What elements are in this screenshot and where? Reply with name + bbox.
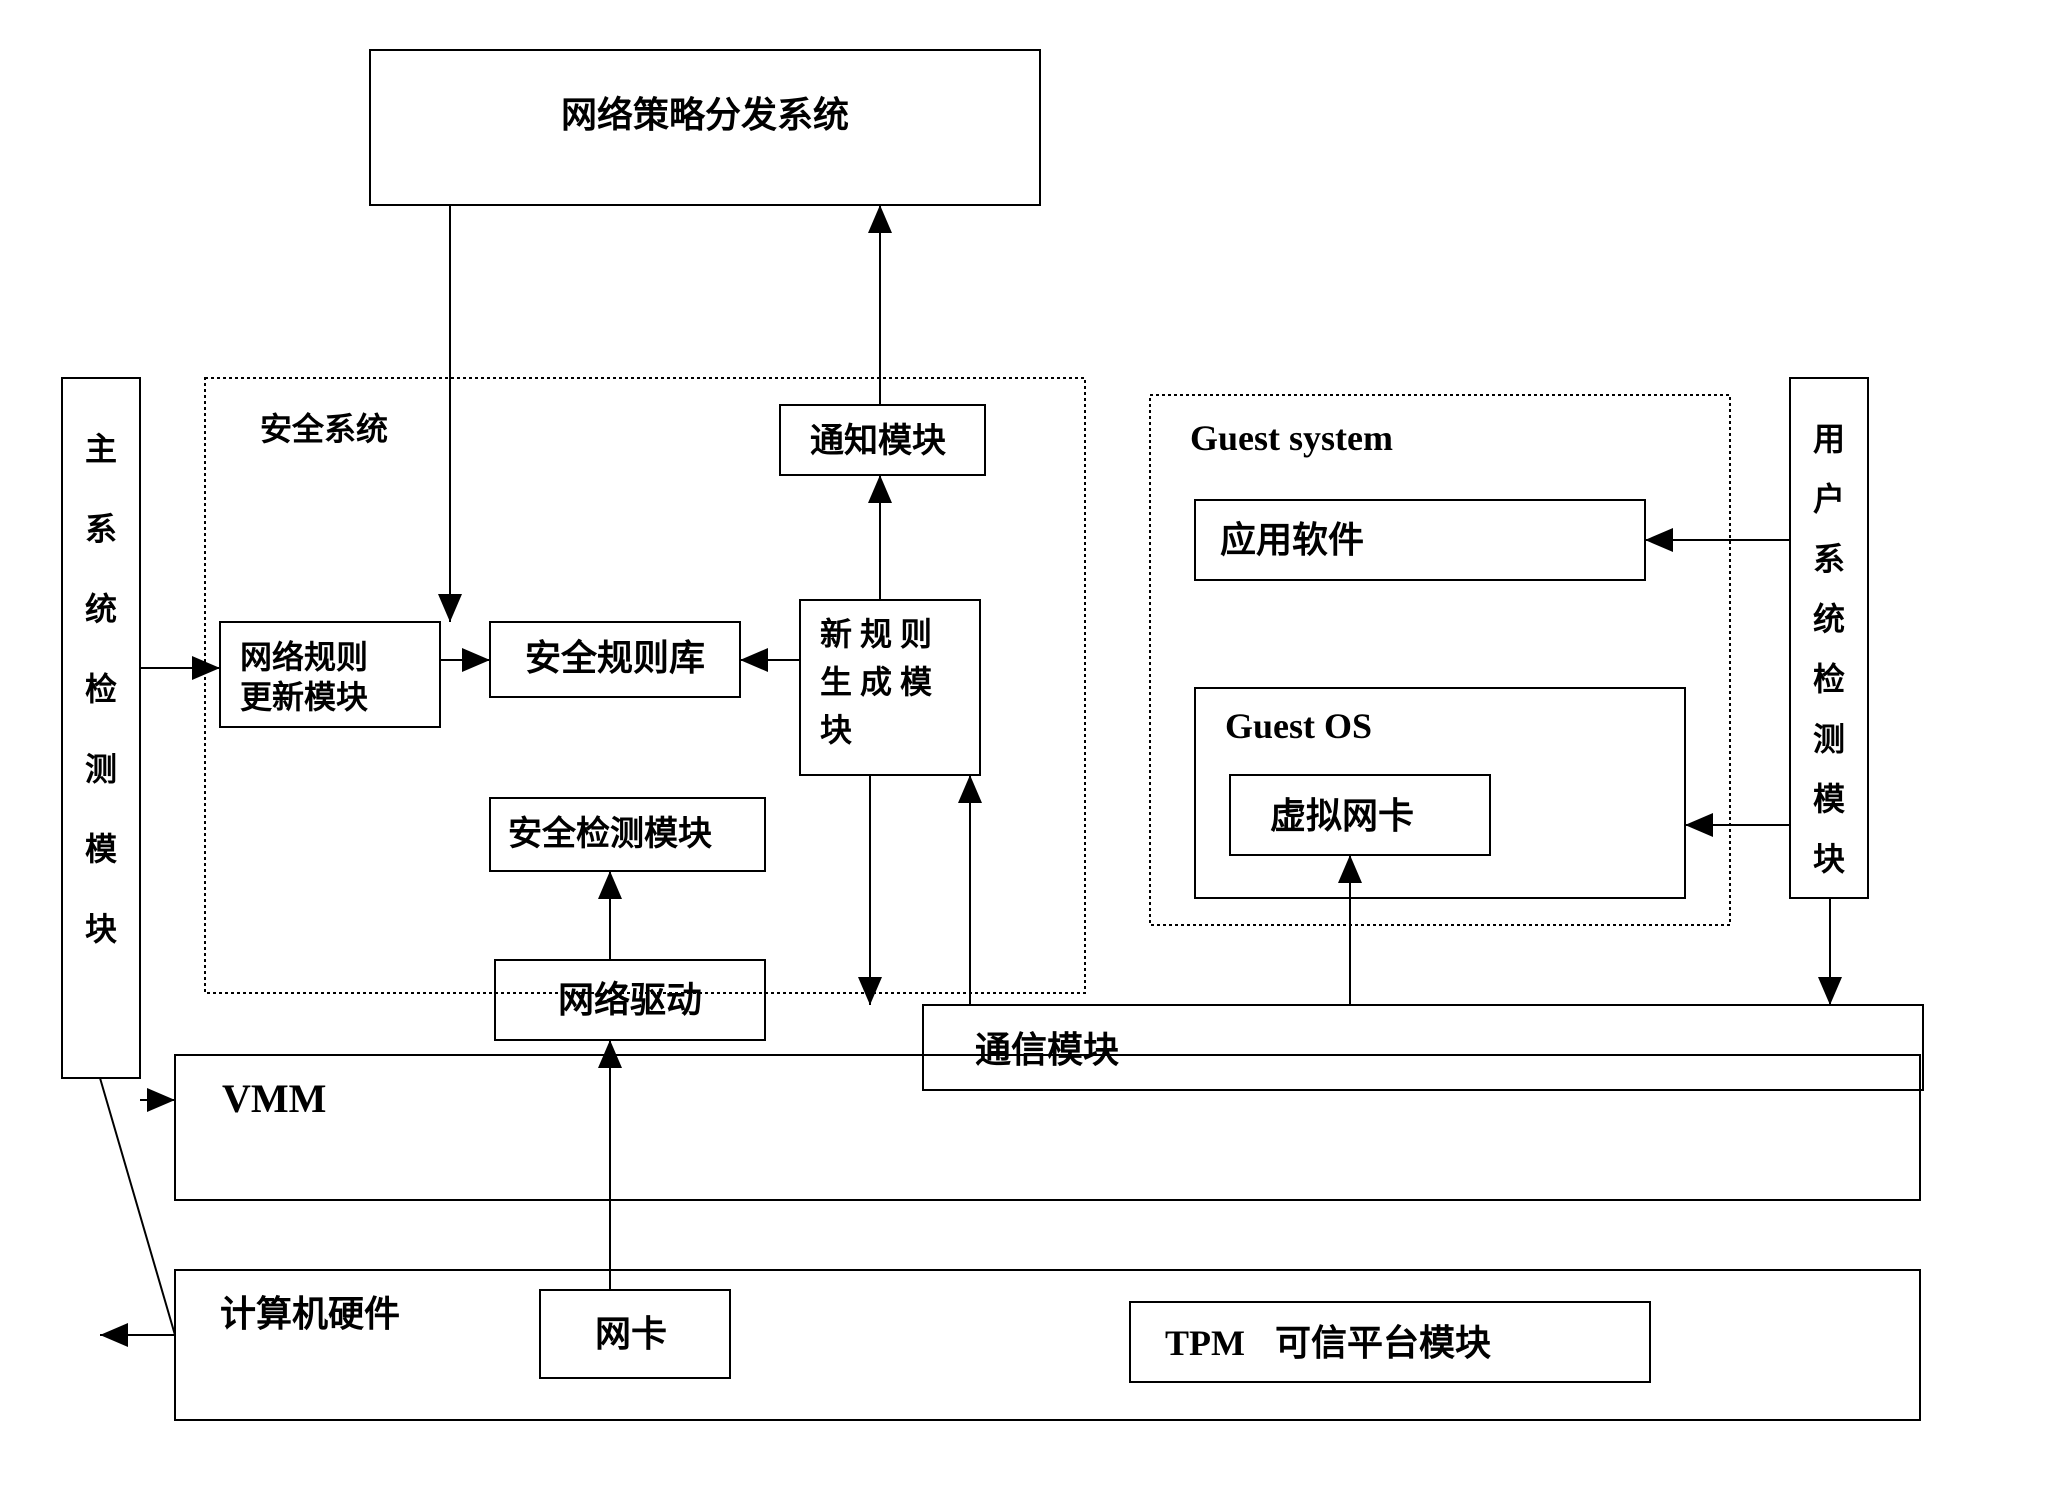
edge [100, 1078, 175, 1335]
label-user-detect: 户 [1813, 481, 1845, 517]
node-vmm [175, 1055, 1920, 1200]
label-host-detect: 块 [85, 911, 117, 947]
label-net-rule-update: 更新模块 [240, 679, 368, 715]
label-tpm-cn: 可信平台模块 [1275, 1323, 1491, 1363]
label-host-detect: 模 [85, 831, 117, 867]
label-guest-system: Guest system [1190, 418, 1393, 458]
diagram-canvas: 网络策略分发系统主系统检测模块安全系统网络规则更新模块安全规则库新 规 则生 成… [0, 0, 2062, 1510]
label-tpm: TPM [1165, 1323, 1245, 1363]
label-user-detect: 系 [1813, 541, 1845, 577]
label-new-rule-gen: 新 规 则 [820, 616, 932, 652]
node-hw [175, 1270, 1920, 1420]
label-comm: 通信模块 [975, 1030, 1119, 1070]
label-app-soft: 应用软件 [1220, 520, 1364, 560]
label-user-detect: 模 [1813, 781, 1845, 817]
label-user-detect: 测 [1813, 721, 1845, 757]
label-user-detect: 用 [1813, 421, 1845, 457]
label-hw: 计算机硬件 [220, 1294, 400, 1334]
label-vmm: VMM [222, 1076, 326, 1121]
label-host-detect: 测 [85, 751, 117, 787]
label-notify: 通知模块 [810, 422, 946, 460]
label-net-drive: 网络驱动 [558, 979, 702, 1020]
label-guest-os: Guest OS [1225, 706, 1372, 746]
region-guest-system [1150, 395, 1730, 925]
label-user-detect: 统 [1813, 601, 1845, 637]
label-net-rule-update: 网络规则 [240, 639, 368, 675]
label-rule-lib: 安全规则库 [525, 637, 705, 678]
label-virt-nic: 虚拟网卡 [1270, 796, 1414, 836]
label-sec-detect: 安全检测模块 [508, 814, 712, 853]
label-security-system: 安全系统 [260, 411, 388, 447]
label-host-detect: 统 [85, 591, 117, 627]
node-host-detect [62, 378, 140, 1078]
label-user-detect: 块 [1813, 841, 1845, 877]
label-policy-system: 网络策略分发系统 [561, 94, 849, 135]
label-new-rule-gen: 块 [820, 712, 852, 748]
label-new-rule-gen: 生 成 模 [820, 664, 932, 700]
label-nic: 网卡 [595, 1314, 667, 1354]
label-host-detect: 检 [85, 671, 117, 707]
label-host-detect: 主 [85, 431, 117, 467]
label-host-detect: 系 [85, 511, 117, 547]
label-user-detect: 检 [1813, 661, 1845, 697]
